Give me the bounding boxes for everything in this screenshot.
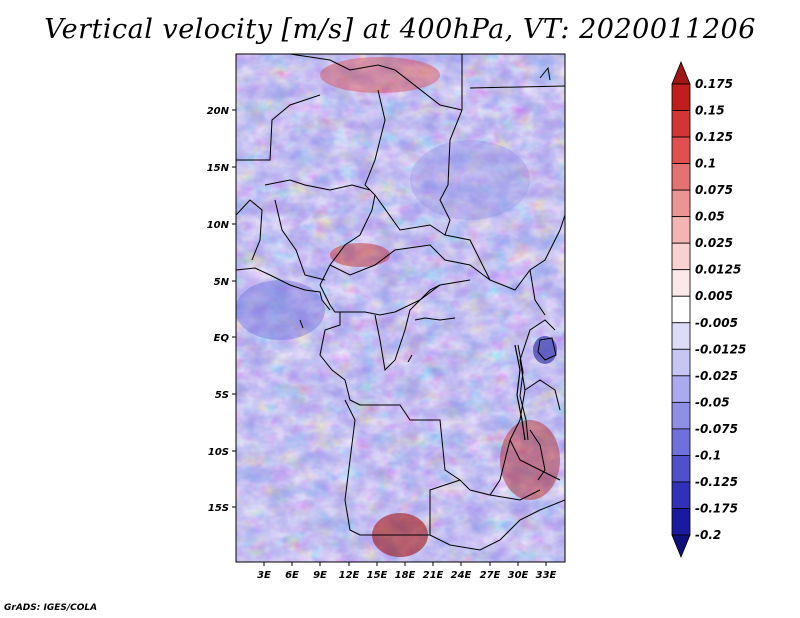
lon-label: 12E [339, 570, 360, 581]
colorbar-label: -0.0125 [695, 342, 746, 356]
colorbar-top-arrow [671, 60, 691, 85]
colorbar-segment [671, 189, 691, 218]
colorbar-label: 0.075 [695, 183, 733, 197]
colorbar-label: 0.125 [695, 130, 733, 144]
lat-label: 15N [207, 163, 230, 174]
colorbar: 0.175 0.15 0.125 0.1 0.075 0.05 0.025 0.0125 0.0… [671, 60, 746, 559]
colorbar-label: -0.2 [695, 528, 721, 542]
velocity-field [236, 54, 565, 562]
colorbar-label: -0.05 [695, 395, 730, 409]
colorbar-label: -0.005 [695, 316, 738, 330]
grads-credit: GrADS: IGES/COLA [4, 603, 98, 613]
colorbar-segment [671, 242, 691, 271]
lat-label: 5N [214, 277, 230, 288]
lat-label: 10N [207, 220, 230, 231]
lon-label: 33E [536, 570, 557, 581]
colorbar-label: 0.175 [695, 77, 733, 91]
lon-label: 21E [423, 570, 444, 581]
lon-label: 24E [451, 570, 472, 581]
lat-label: 5S [215, 390, 229, 401]
colorbar-segment [671, 136, 691, 164]
lon-label: 30E [508, 570, 529, 581]
colorbar-segment [671, 322, 691, 350]
colorbar-segment [671, 348, 691, 377]
colorbar-label: -0.175 [695, 501, 738, 515]
colorbar-segment [671, 428, 691, 456]
lat-ticks [232, 109, 236, 508]
lon-label: 3E [257, 570, 271, 581]
lat-label: 15S [208, 503, 229, 514]
colorbar-segment [671, 455, 691, 483]
lon-label: 27E [480, 570, 501, 581]
colorbar-label: 0.15 [695, 104, 725, 118]
colorbar-segment [671, 401, 691, 430]
colorbar-label: 0.0125 [695, 263, 741, 277]
colorbar-bottom-arrow [671, 534, 691, 559]
map-title: Vertical velocity [m/s] at 400hPa, VT: 2… [44, 14, 756, 45]
colorbar-label: 0.005 [695, 289, 733, 303]
lon-label: 18E [395, 570, 416, 581]
colorbar-segment [671, 508, 691, 536]
colorbar-segment [671, 269, 691, 297]
colorbar-segment [671, 110, 691, 138]
lon-ticks [263, 562, 547, 566]
colorbar-label: 0.025 [695, 236, 733, 250]
colorbar-segment [671, 216, 691, 244]
country-borders [236, 54, 565, 551]
colorbar-segment [671, 295, 691, 324]
colorbar-label: 0.1 [695, 157, 716, 171]
colorbar-label: -0.125 [695, 475, 738, 489]
colorbar-label: 0.05 [695, 210, 725, 224]
lon-label: 15E [367, 570, 388, 581]
lon-label: 6E [285, 570, 299, 581]
map-frame [235, 53, 566, 563]
lon-label: 9E [313, 570, 327, 581]
colorbar-label: -0.075 [695, 422, 738, 436]
lat-label: 10S [208, 447, 229, 458]
colorbar-label: -0.1 [695, 448, 721, 462]
colorbar-label: -0.025 [695, 369, 738, 383]
lat-label: 20N [207, 106, 230, 117]
lat-label: EQ [214, 333, 230, 344]
colorbar-segment [671, 163, 691, 191]
colorbar-segment [671, 83, 691, 111]
colorbar-segment [671, 375, 691, 403]
colorbar-segment [671, 481, 691, 509]
